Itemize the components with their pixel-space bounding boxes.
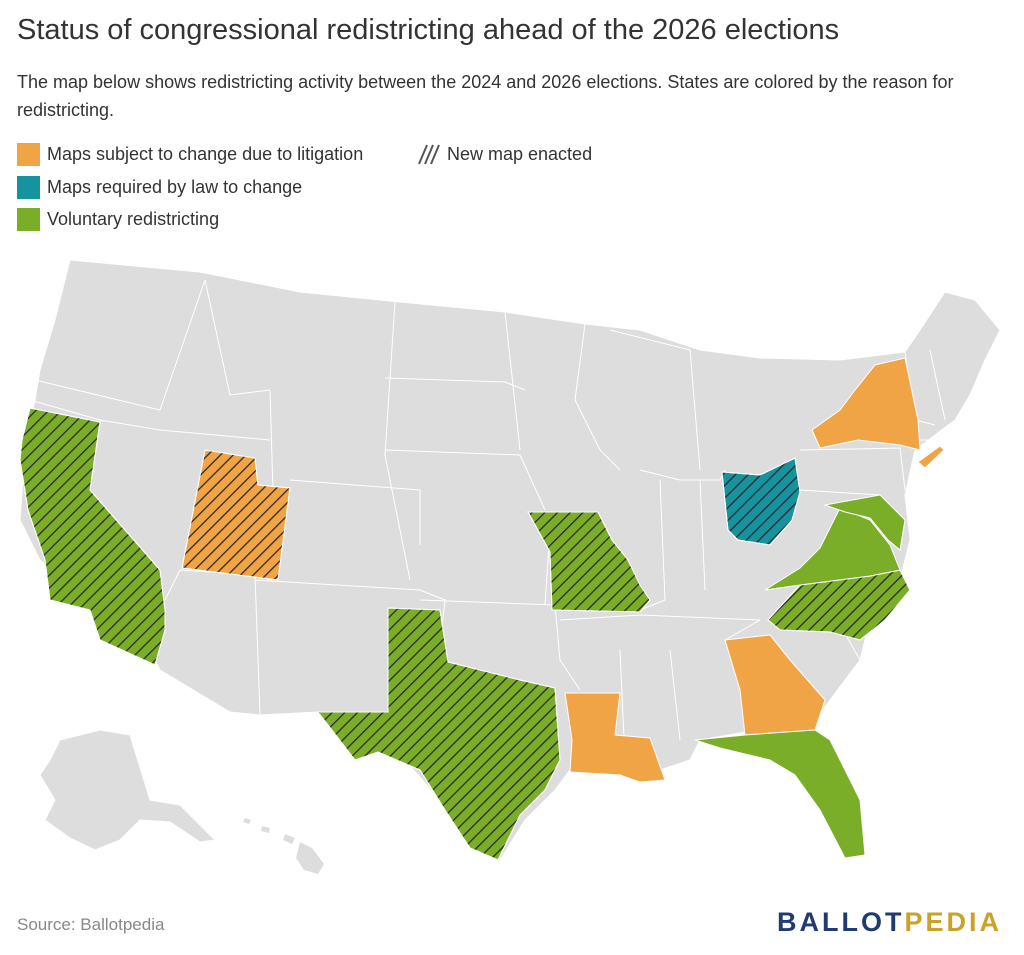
legend-swatch-litigation [17, 143, 40, 166]
legend-item-litigation: Maps subject to change due to litigation [17, 143, 363, 166]
state-hawaii [243, 818, 324, 874]
legend-item-enacted: New map enacted [417, 143, 592, 166]
brand-accent: PEDIA [904, 907, 1002, 937]
ballotpedia-logo[interactable]: BALLOTPEDIA [777, 907, 1002, 938]
state-florida [694, 729, 866, 859]
state-louisiana [564, 692, 666, 783]
state-california-hatch [19, 407, 166, 666]
state-virginia [764, 507, 901, 591]
state-maryland [823, 494, 906, 551]
legend-item-required: Maps required by law to change [17, 176, 302, 199]
state-new-york [811, 357, 921, 451]
state-ohio-hatch [721, 457, 801, 546]
hatch-icon [418, 144, 440, 165]
highlighted-states [19, 357, 945, 861]
us-map [19, 259, 1001, 874]
legend-swatch-voluntary [17, 208, 40, 231]
legend-swatch-required [17, 176, 40, 199]
state-utah-hatch [181, 449, 291, 581]
state-georgia [724, 634, 826, 736]
chart-subtitle: The map below shows redistricting activi… [17, 72, 954, 120]
source-note: Source: Ballotpedia [17, 915, 165, 934]
state-boundaries [29, 279, 960, 761]
legend-item-voluntary: Voluntary redistricting [17, 208, 219, 231]
state-missouri-hatch [527, 511, 651, 613]
legend-label-litigation: Maps subject to change due to litigation [47, 144, 364, 164]
chart-title: Status of congressional redistricting ah… [17, 14, 840, 46]
state-texas-hatch [316, 607, 561, 861]
legend-label-voluntary: Voluntary redistricting [47, 209, 220, 229]
state-alaska [39, 729, 217, 851]
legend-label-enacted: New map enacted [447, 144, 593, 164]
legend-label-required: Maps required by law to change [47, 177, 303, 197]
state-new-york-long-island [917, 445, 945, 469]
brand-main: BALLOT [776, 907, 905, 937]
